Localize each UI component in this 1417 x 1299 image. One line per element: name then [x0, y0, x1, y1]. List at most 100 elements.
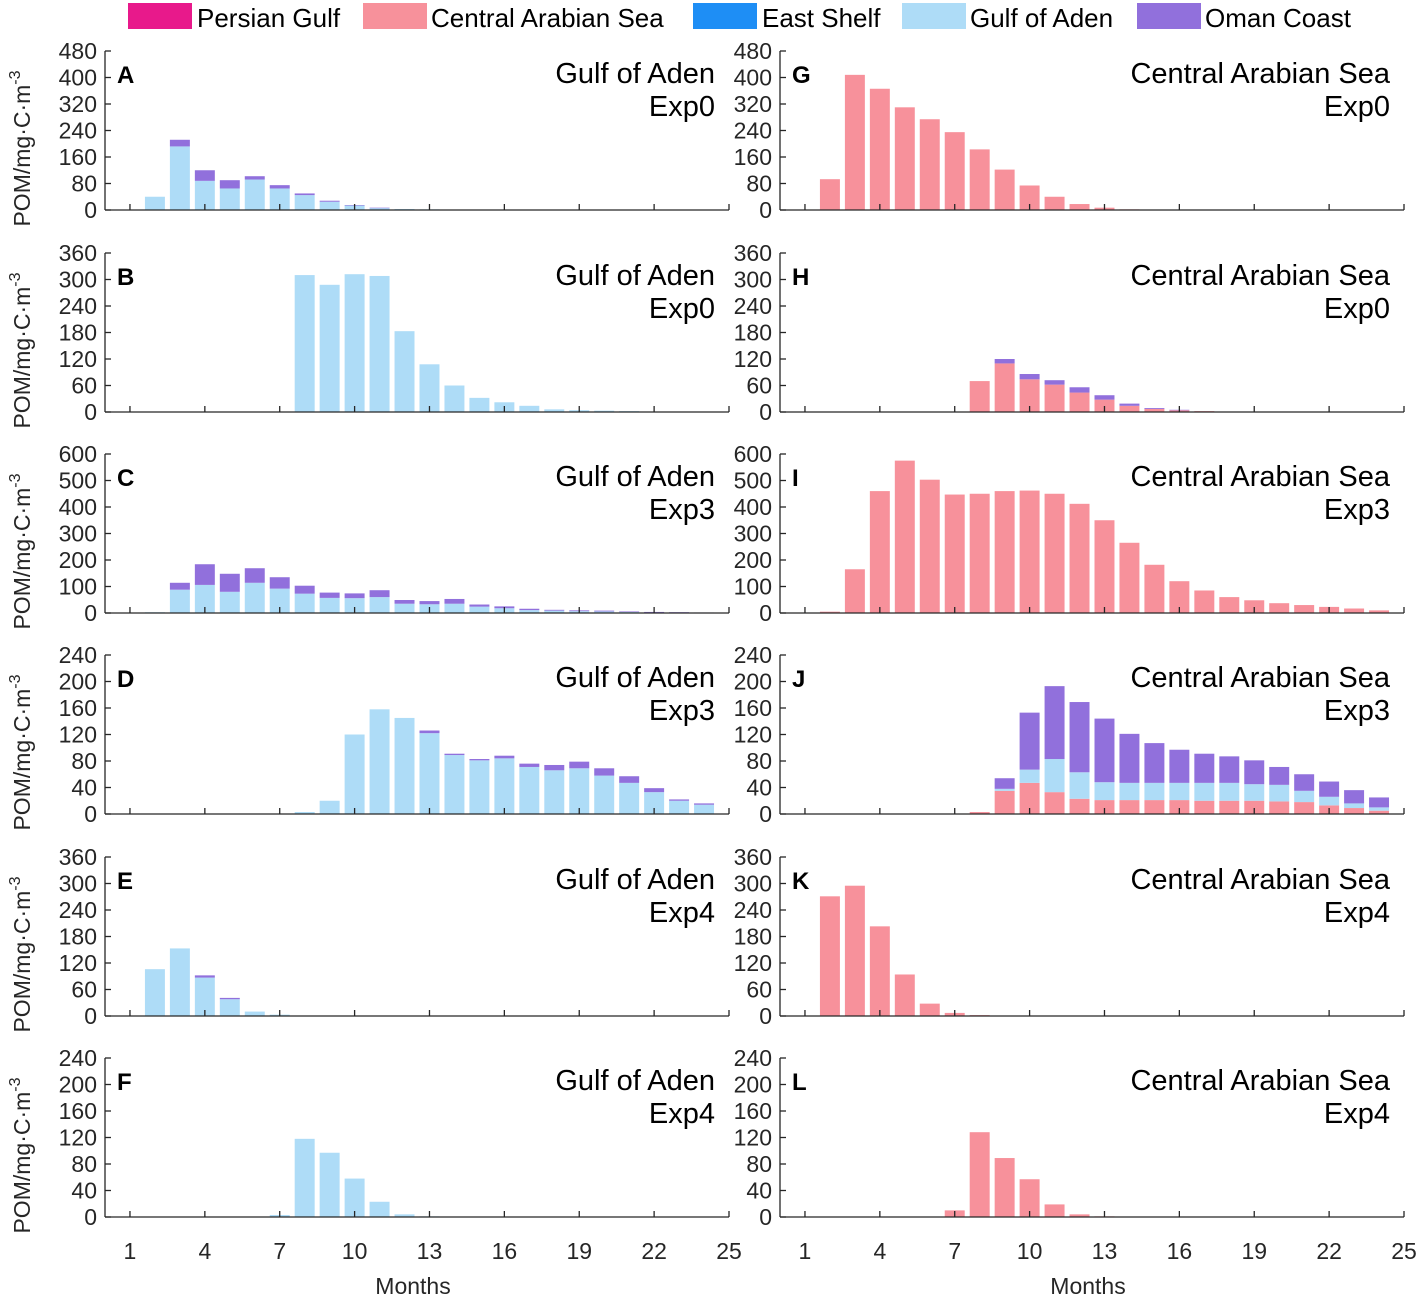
x-tick-label: 10	[342, 1238, 368, 1264]
bar-gulf-of-aden-m14	[444, 755, 465, 814]
bar-oman-coast-m13	[419, 601, 440, 605]
bar-gulf-of-aden-m9	[319, 597, 340, 613]
y-tick-label: 300	[734, 267, 772, 293]
bar-oman-coast-m11	[369, 207, 390, 209]
bar-oman-coast-m9	[319, 592, 340, 598]
bar-gulf-of-aden-m23	[669, 800, 690, 814]
y-tick-label: 480	[59, 38, 97, 64]
legend-swatch-gulf-of-aden	[902, 3, 966, 29]
bar-oman-coast-m17	[1194, 753, 1215, 783]
bar-central-arabian-sea-m8	[969, 381, 990, 412]
y-tick-label: 80	[746, 171, 772, 197]
bar-central-arabian-sea-m9	[994, 169, 1015, 210]
bar-central-arabian-sea-m15	[1144, 800, 1165, 814]
x-tick-label: 22	[1316, 1238, 1342, 1264]
bar-central-arabian-sea-m17	[1194, 800, 1215, 814]
bar-gulf-of-aden-m6	[244, 1011, 265, 1016]
bar-oman-coast-m7	[269, 185, 290, 189]
bar-oman-coast-m16	[1169, 749, 1190, 783]
bar-oman-coast-m5	[219, 997, 240, 1000]
bar-oman-coast-m19	[1244, 760, 1265, 785]
panel-letter: L	[792, 1069, 807, 1096]
bar-gulf-of-aden-m17	[519, 766, 540, 814]
bar-oman-coast-m20	[594, 610, 615, 612]
bar-oman-coast-m14	[444, 753, 465, 756]
panel-letter: B	[117, 264, 134, 291]
bar-central-arabian-sea-m8	[969, 812, 990, 814]
panel-subtitle: Exp3	[649, 494, 715, 526]
x-tick-label: 16	[1167, 1238, 1193, 1264]
panel-title: Gulf of Aden	[555, 1065, 715, 1097]
bar-gulf-of-aden-m11	[369, 597, 390, 613]
panel-title: Gulf of Aden	[555, 461, 715, 493]
panel-subtitle: Exp0	[1324, 293, 1390, 325]
bars	[144, 564, 715, 614]
panel-letter: D	[117, 666, 134, 693]
x-tick-label: 7	[948, 1238, 961, 1264]
bar-oman-coast-m3	[169, 582, 190, 590]
bars	[819, 460, 1390, 614]
bars	[144, 948, 315, 1017]
bar-oman-coast-m5	[219, 573, 240, 592]
y-tick-label: 320	[59, 91, 97, 117]
bar-gulf-of-aden-m14	[444, 385, 465, 412]
bar-gulf-of-aden-m8	[294, 195, 315, 210]
bar-gulf-of-aden-m3	[169, 146, 190, 210]
x-tick-label: 19	[566, 1238, 592, 1264]
x-tick-label: 19	[1241, 1238, 1267, 1264]
y-tick-label: 0	[84, 197, 97, 223]
bar-oman-coast-m21	[619, 776, 640, 783]
panel-title: Gulf of Aden	[555, 662, 715, 694]
y-tick-label: 240	[734, 897, 772, 923]
y-axis-label: POM/mg·C·m-3	[7, 1077, 35, 1233]
bar-oman-coast-m11	[1044, 686, 1065, 760]
bar-gulf-of-aden-m8	[294, 1138, 315, 1217]
bar-oman-coast-m14	[444, 598, 465, 604]
bar-gulf-of-aden-m18	[544, 770, 565, 814]
bar-central-arabian-sea-m17	[1194, 590, 1215, 613]
y-tick-label: 180	[734, 320, 772, 346]
y-tick-label: 120	[734, 346, 772, 372]
bar-central-arabian-sea-m8	[969, 493, 990, 613]
bar-oman-coast-m13	[419, 730, 440, 734]
bar-gulf-of-aden-m10	[344, 1178, 365, 1217]
x-tick-label: 13	[1092, 1238, 1118, 1264]
bar-gulf-of-aden-m8	[294, 275, 315, 412]
bar-oman-coast-m6	[244, 568, 265, 583]
bar-central-arabian-sea-m19	[1244, 800, 1265, 814]
bar-central-arabian-sea-m6	[919, 479, 940, 613]
bar-gulf-of-aden-m5	[219, 591, 240, 613]
y-tick-label: 0	[759, 600, 772, 626]
bar-central-arabian-sea-m11	[1044, 384, 1065, 412]
bars	[269, 1138, 440, 1217]
y-tick-label: 60	[71, 977, 97, 1003]
bar-central-arabian-sea-m16	[1169, 581, 1190, 613]
legend-swatch-central-arabian-sea	[363, 3, 427, 29]
bar-oman-coast-m19	[569, 761, 590, 769]
y-tick-label: 40	[746, 775, 772, 801]
y-tick-label: 0	[84, 1003, 97, 1029]
bar-gulf-of-aden-m6	[244, 179, 265, 210]
bar-gulf-of-aden-m12	[394, 1214, 415, 1217]
bar-gulf-of-aden-m2	[144, 196, 165, 210]
y-tick-label: 40	[71, 1178, 97, 1204]
panel-letter: F	[117, 1069, 132, 1096]
bar-oman-coast-m5	[219, 180, 240, 189]
bar-gulf-of-aden-m19	[569, 768, 590, 814]
bar-oman-coast-m12	[1069, 387, 1090, 393]
bar-central-arabian-sea-m12	[1069, 1214, 1090, 1217]
x-tick-label: 13	[417, 1238, 443, 1264]
panel-title: Central Arabian Sea	[1130, 58, 1390, 90]
bar-gulf-of-aden-m7	[269, 188, 290, 210]
y-axis-label: POM/mg·C·m-3	[7, 272, 35, 428]
bar-gulf-of-aden-m20	[594, 611, 615, 613]
x-tick-label: 16	[492, 1238, 518, 1264]
bar-central-arabian-sea-m2	[819, 611, 840, 613]
legend-label: Oman Coast	[1205, 3, 1352, 33]
bars	[944, 1132, 1115, 1218]
y-tick-label: 80	[71, 1151, 97, 1177]
y-tick-label: 500	[734, 468, 772, 494]
